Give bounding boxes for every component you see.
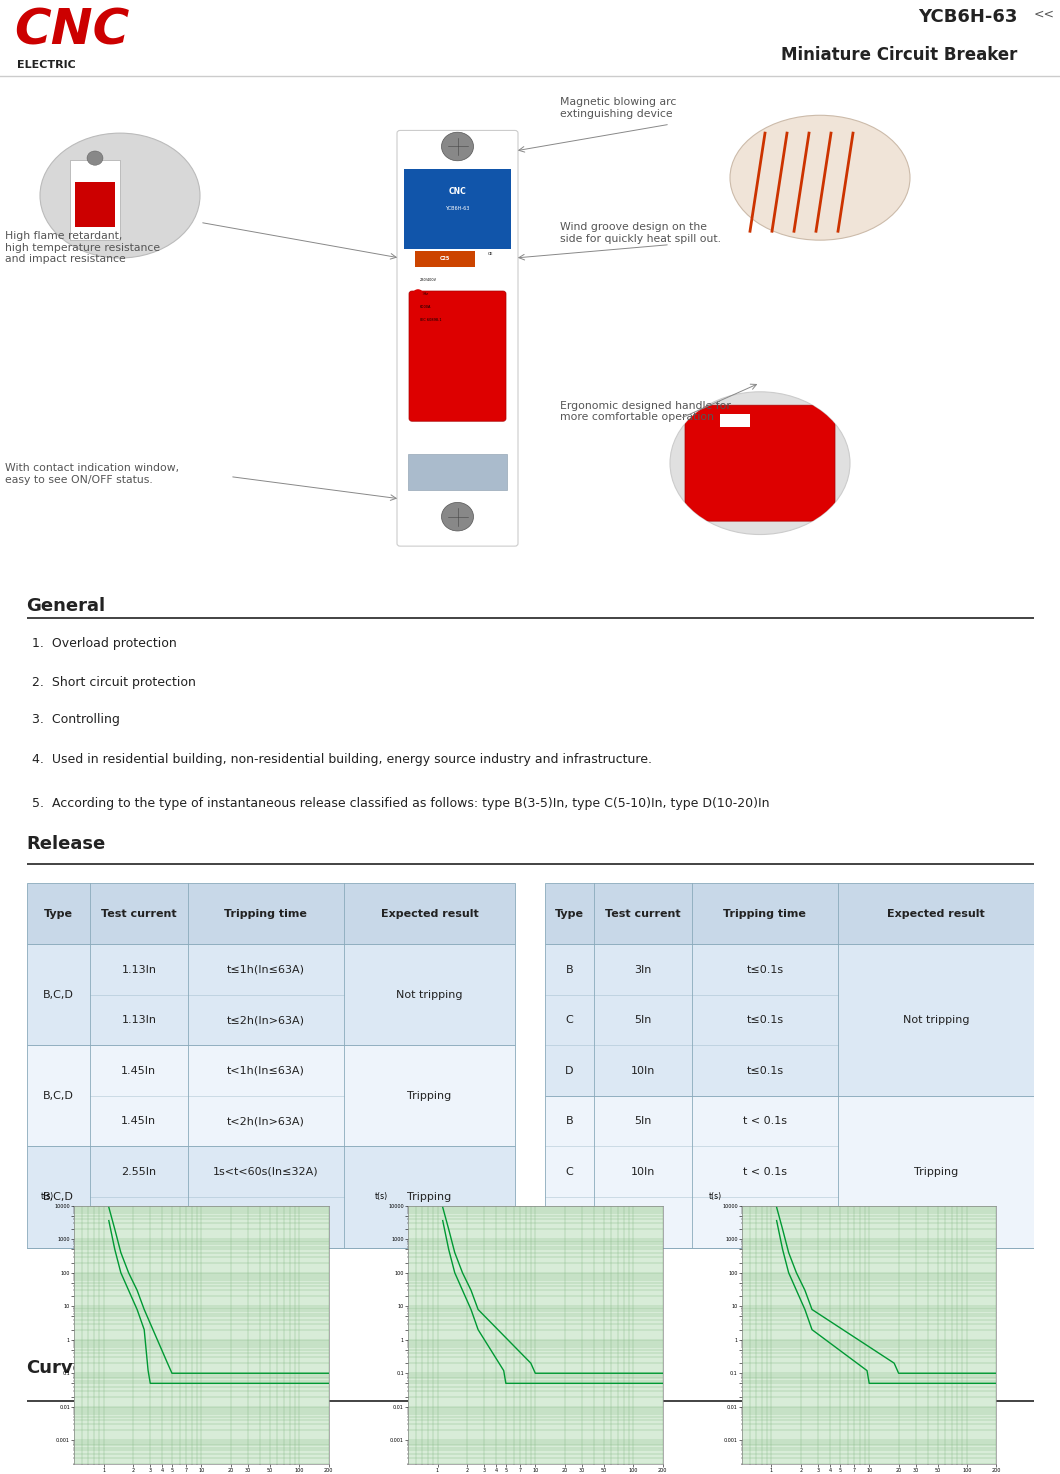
Bar [416,251,475,267]
Bar [545,1097,1034,1247]
Circle shape [442,133,474,161]
Text: Type: Type [555,908,584,918]
Circle shape [87,150,103,165]
Text: YCB6H-63: YCB6H-63 [445,206,470,211]
Bar [26,883,515,945]
Text: C: C [566,1016,573,1024]
Text: C25: C25 [440,256,450,261]
Text: B: B [566,964,573,974]
Text: YCB6H-63: YCB6H-63 [918,7,1018,27]
Text: Tripping time: Tripping time [225,908,307,918]
Text: 10In: 10In [631,1167,655,1176]
Bar [70,159,120,240]
Text: Expected result: Expected result [887,908,985,918]
Text: Not tripping: Not tripping [396,991,462,999]
Text: Type: Type [43,908,73,918]
Text: With contact indication window,
easy to see ON/OFF status.: With contact indication window, easy to … [5,463,179,485]
Bar [408,454,507,489]
Text: Release: Release [26,836,106,853]
Text: t < 0.1s: t < 0.1s [743,1167,787,1176]
Text: <<: << [1034,7,1055,21]
Text: Miniature Circuit Breaker: Miniature Circuit Breaker [781,46,1018,65]
Text: 5In: 5In [634,1116,652,1126]
Text: B,C,D: B,C,D [42,1091,74,1101]
Text: Ergonomic designed handle for
more comfortable operation: Ergonomic designed handle for more comfo… [560,401,731,423]
Text: Test current: Test current [605,908,681,918]
Text: 1s<t<120s(In>32A): 1s<t<120s(In>32A) [210,1218,322,1228]
Text: IEC 60898-1: IEC 60898-1 [420,318,442,323]
Text: 2.55In: 2.55In [121,1167,157,1176]
Circle shape [442,503,474,531]
Text: 1.13In: 1.13In [121,964,156,974]
Text: Tripping: Tripping [914,1167,958,1176]
Text: Expected result: Expected result [381,908,478,918]
Text: t≤0.1s: t≤0.1s [746,1066,783,1076]
Text: 6000A: 6000A [420,305,431,310]
Text: CNC: CNC [448,187,466,196]
Text: Not tripping: Not tripping [902,1016,969,1024]
Text: 1s<t<60s(In≤32A): 1s<t<60s(In≤32A) [213,1167,319,1176]
Text: 1.45In: 1.45In [121,1116,157,1126]
Text: t≤1h(In≤63A): t≤1h(In≤63A) [227,964,305,974]
FancyBboxPatch shape [409,290,506,422]
Text: 2.  Short circuit protection: 2. Short circuit protection [32,677,195,690]
Text: B: B [566,1116,573,1126]
Text: 4.  Used in residential building, non-residential building, energy source indust: 4. Used in residential building, non-res… [32,753,652,766]
Text: CE: CE [488,252,493,256]
Y-axis label: t(s): t(s) [374,1191,388,1200]
Bar [26,1147,515,1247]
Text: Magnetic blowing arc
extinguishing device: Magnetic blowing arc extinguishing devic… [560,97,676,119]
Text: t<2h(In>63A): t<2h(In>63A) [227,1116,305,1126]
Text: t≤2h(In>63A): t≤2h(In>63A) [227,1016,305,1024]
Y-axis label: t(s): t(s) [708,1191,722,1200]
Bar [75,183,114,227]
Text: t≤0.1s: t≤0.1s [746,1016,783,1024]
Text: B,C,D: B,C,D [42,1192,74,1201]
Text: Tripping: Tripping [407,1192,452,1201]
Text: 50Hz: 50Hz [420,292,429,296]
Text: 5.  According to the type of instantaneous release classified as follows: type B: 5. According to the type of instantaneou… [32,797,770,811]
Y-axis label: t(s): t(s) [40,1191,54,1200]
Text: 3.  Controlling: 3. Controlling [32,713,120,727]
Text: 2.55In: 2.55In [121,1218,157,1228]
Text: Tripping time: Tripping time [723,908,807,918]
Text: C: C [566,1167,573,1176]
Text: B,C,D: B,C,D [42,991,74,999]
Text: 3In: 3In [634,964,652,974]
Circle shape [413,289,423,298]
Text: 10In: 10In [631,1066,655,1076]
Ellipse shape [670,392,850,535]
FancyBboxPatch shape [685,405,835,522]
Text: 230/400V: 230/400V [420,279,437,283]
Bar [545,945,1034,1097]
Text: 1.45In: 1.45In [121,1066,157,1076]
Ellipse shape [730,115,909,240]
Text: D: D [565,1218,573,1228]
Bar [26,945,515,1045]
Text: Wind groove design on the
side for quickly heat spill out.: Wind groove design on the side for quick… [560,223,721,243]
Text: ELECTRIC: ELECTRIC [17,60,75,71]
FancyBboxPatch shape [398,130,518,547]
Bar [720,414,750,427]
Text: General: General [26,597,106,615]
Text: t≤0.1s: t≤0.1s [746,964,783,974]
Text: t < 0.1s: t < 0.1s [743,1116,787,1126]
Text: Test current: Test current [101,908,177,918]
Text: 1.13In: 1.13In [121,1016,156,1024]
Bar [26,1045,515,1147]
Text: 20In: 20In [631,1218,655,1228]
Text: D: D [565,1066,573,1076]
Text: t < 0.1s: t < 0.1s [743,1218,787,1228]
Bar [545,883,1034,945]
Text: 1.  Overload protection: 1. Overload protection [32,637,176,650]
Bar [404,170,511,249]
Text: t<1h(In≤63A): t<1h(In≤63A) [227,1066,305,1076]
Text: High flame retardant,
high temperature resistance
and impact resistance: High flame retardant, high temperature r… [5,231,160,264]
Text: Tripping: Tripping [407,1091,452,1101]
Text: CNC: CNC [14,6,129,55]
Text: Curve: Curve [26,1359,86,1377]
Ellipse shape [40,133,200,258]
Text: 5In: 5In [634,1016,652,1024]
